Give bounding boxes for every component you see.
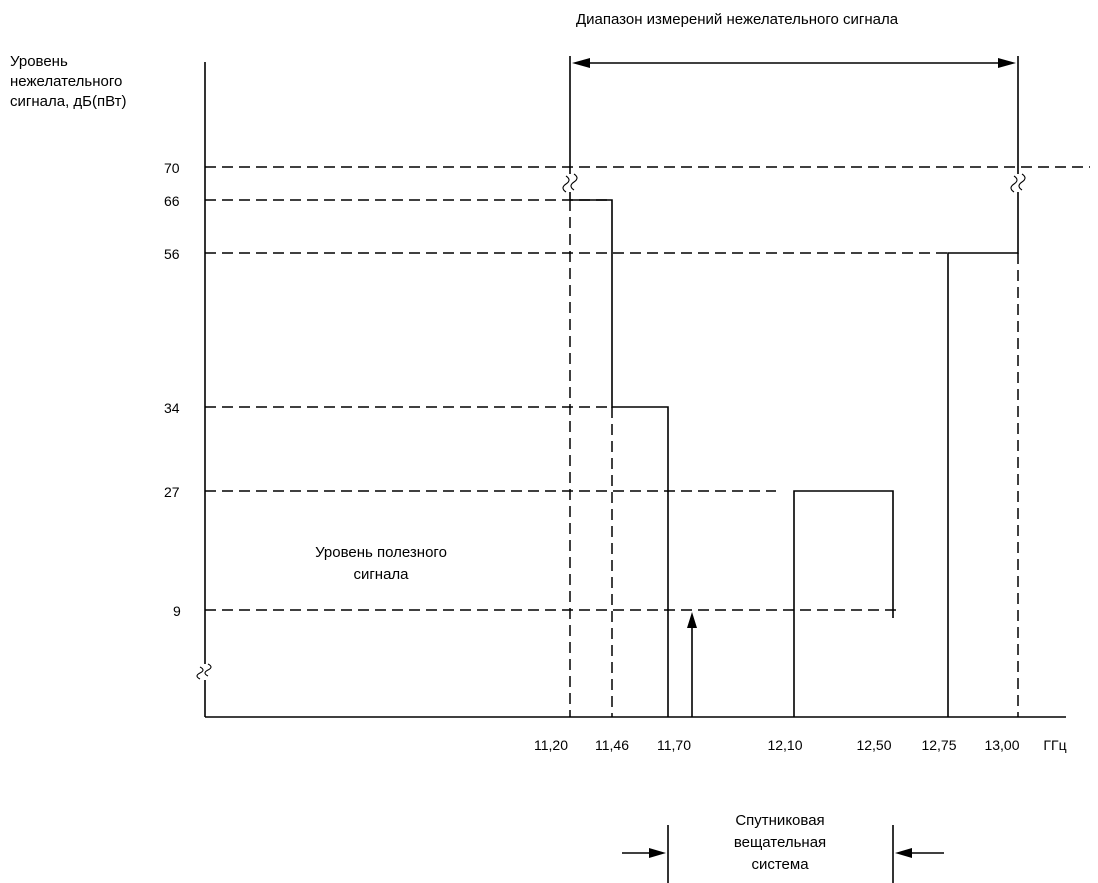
bss-left-arrow-head bbox=[649, 848, 666, 858]
useful-signal-label-line-1: Уровень полезного bbox=[315, 544, 447, 561]
range-arrow-left bbox=[572, 58, 590, 68]
y-axis-break-mark bbox=[196, 663, 212, 680]
x-tick-12-10: 12,10 bbox=[767, 737, 802, 753]
bss-right-arrow-head bbox=[895, 848, 912, 858]
y-axis-title-line-3: сигнала, дБ(пВт) bbox=[10, 93, 127, 110]
y-tick-34: 34 bbox=[164, 400, 180, 416]
mask-segment-mid bbox=[793, 490, 894, 717]
y-axis-title-line-1: Уровень bbox=[10, 53, 68, 70]
y-tick-27: 27 bbox=[164, 484, 180, 500]
bss-label-line-1: Спутниковая bbox=[735, 812, 824, 829]
range-title: Диапазон измерений нежелательного сигнал… bbox=[576, 11, 899, 28]
y-tick-9: 9 bbox=[173, 603, 181, 619]
x-unit-label: ГГц bbox=[1043, 737, 1066, 753]
x-tick-12-50: 12,50 bbox=[856, 737, 891, 753]
x-tick-11-20: 11,20 bbox=[534, 737, 568, 753]
y-tick-70: 70 bbox=[164, 160, 180, 176]
y-tick-56: 56 bbox=[164, 246, 180, 262]
x-tick-13-00: 13,00 bbox=[984, 737, 1019, 753]
bss-label-line-3: система bbox=[751, 856, 809, 873]
mask-segment-left bbox=[570, 199, 669, 717]
mask-segment-right bbox=[947, 120, 1019, 717]
break-mark-right bbox=[1010, 173, 1026, 193]
break-mark-left bbox=[562, 173, 578, 193]
useful-signal-arrow-head bbox=[687, 612, 697, 628]
y-axis-title-line-2: нежелательного bbox=[10, 73, 122, 90]
useful-signal-label-line-2: сигнала bbox=[353, 566, 409, 583]
x-tick-11-46: 11,46 bbox=[595, 737, 629, 753]
x-tick-12-75: 12,75 bbox=[921, 737, 956, 753]
y-tick-66: 66 bbox=[164, 193, 180, 209]
x-tick-11-70: 11,70 bbox=[657, 737, 691, 753]
range-arrow-right bbox=[998, 58, 1016, 68]
bss-label-line-2: вещательная bbox=[734, 834, 826, 851]
